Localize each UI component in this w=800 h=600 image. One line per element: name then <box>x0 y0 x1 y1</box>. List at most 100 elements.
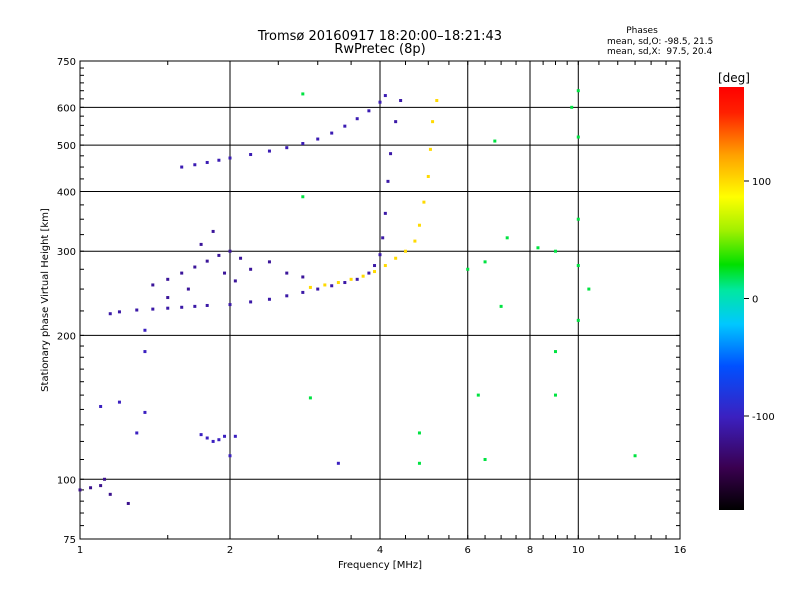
x-tick-label: 16 <box>674 545 687 556</box>
data-point <box>78 488 82 492</box>
x-tick-label: 1 <box>77 545 83 556</box>
data-point <box>228 454 232 458</box>
data-point <box>394 120 398 124</box>
data-point <box>361 274 365 278</box>
series-o-mode-lower-trace <box>108 99 403 316</box>
data-point <box>367 109 371 113</box>
data-point <box>239 256 243 260</box>
data-point <box>355 117 359 121</box>
data-point <box>223 271 227 275</box>
data-point <box>576 89 580 93</box>
data-point <box>166 277 170 281</box>
data-point <box>267 260 271 264</box>
data-point <box>505 236 509 240</box>
data-point <box>394 256 398 260</box>
data-point <box>483 260 487 264</box>
data-point <box>285 294 289 298</box>
data-point <box>285 146 289 150</box>
data-point <box>383 94 387 98</box>
data-point <box>223 434 227 438</box>
data-point <box>378 253 382 257</box>
data-point <box>89 486 93 490</box>
data-point <box>211 229 215 233</box>
data-point <box>576 135 580 139</box>
data-point <box>117 400 121 404</box>
data-point <box>343 281 347 285</box>
data-point <box>536 246 540 250</box>
data-point <box>135 431 139 435</box>
series-sporadic-echoes <box>99 328 340 465</box>
chart-title: Tromsø 20160917 18:20:00–18:21:43 <box>257 29 502 44</box>
x-tick-label: 4 <box>377 545 383 556</box>
data-point <box>373 264 377 268</box>
chart-subtitle: RwPretec (8p) <box>334 42 425 57</box>
data-point <box>166 296 170 300</box>
data-point <box>413 239 417 243</box>
data-point <box>205 303 209 307</box>
data-point <box>323 283 327 287</box>
data-point <box>193 163 197 167</box>
x-tick-label: 2 <box>227 545 233 556</box>
data-point <box>386 179 390 183</box>
data-point <box>428 147 432 151</box>
data-point <box>217 253 221 257</box>
data-point <box>499 304 503 308</box>
data-point <box>435 99 439 103</box>
series-f2-upper-trace <box>180 94 387 169</box>
data-point <box>570 105 574 109</box>
data-point <box>553 393 557 397</box>
y-tick-label: 75 <box>63 535 76 546</box>
data-point <box>228 249 232 253</box>
data-point <box>249 153 253 157</box>
data-point <box>587 287 591 291</box>
data-point <box>228 156 232 160</box>
y-tick-label: 100 <box>57 475 76 486</box>
data-point <box>417 431 421 435</box>
stats-line-x: mean, sd,X: 97.5, 20.4 <box>607 47 713 57</box>
stats-heading: Phases <box>626 26 658 36</box>
data-point <box>233 434 237 438</box>
data-point <box>186 287 190 291</box>
data-point <box>367 271 371 275</box>
data-point <box>316 137 320 141</box>
data-point <box>383 264 387 268</box>
colorbar-ticks: 100 0 -100 <box>744 177 775 423</box>
series-e-layer-echoes <box>78 477 130 505</box>
data-point <box>143 328 147 332</box>
data-point <box>378 100 382 104</box>
data-point <box>355 277 359 281</box>
data-point <box>205 436 209 440</box>
stats-line-o: mean, sd,O: -98.5, 21.5 <box>607 37 713 47</box>
data-point <box>217 158 221 162</box>
series-x-mode-trace <box>308 99 439 289</box>
data-point <box>193 265 197 269</box>
y-tick-label: 400 <box>57 187 76 198</box>
data-point <box>389 152 393 156</box>
colorbar-tick-label: -100 <box>752 412 775 423</box>
data-point <box>343 124 347 128</box>
data-point <box>151 307 155 311</box>
data-point <box>143 350 147 354</box>
data-point <box>308 285 312 289</box>
data-point <box>199 242 203 246</box>
data-point <box>576 264 580 268</box>
data-point <box>576 217 580 221</box>
y-tick-label: 300 <box>57 247 76 258</box>
data-point <box>108 492 112 496</box>
series-spread-f-cluster <box>151 229 305 300</box>
colorbar <box>719 87 744 510</box>
x-tick-label: 6 <box>465 545 471 556</box>
data-point <box>108 312 112 316</box>
data-point <box>301 275 305 279</box>
y-tick-label: 750 <box>57 57 76 68</box>
data-point <box>217 438 221 442</box>
data-point <box>373 270 377 274</box>
data-point <box>383 211 387 215</box>
data-point <box>417 461 421 465</box>
data-point <box>205 160 209 164</box>
data-point <box>553 249 557 253</box>
data-point <box>117 310 121 314</box>
colorbar-tick-label: 0 <box>752 295 758 306</box>
data-point <box>422 200 426 204</box>
data-point <box>301 195 305 199</box>
